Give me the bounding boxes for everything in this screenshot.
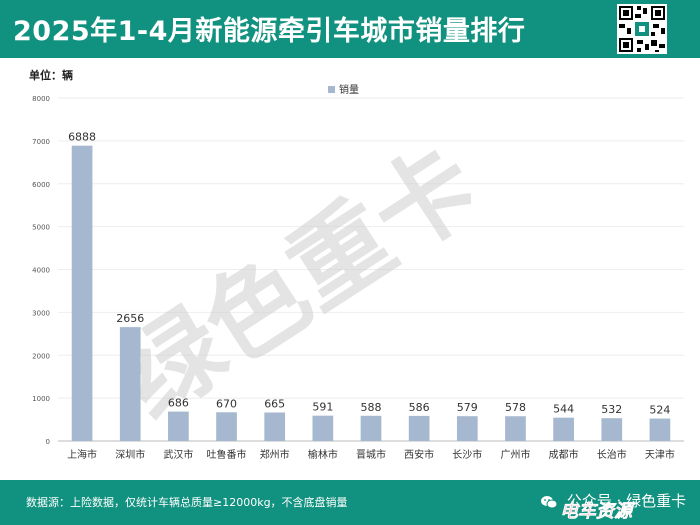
- bar: [216, 412, 237, 441]
- y-tick-label: 8000: [32, 95, 50, 103]
- bar-value-label: 524: [649, 404, 670, 417]
- page-title: 2025年1-4月新能源牵引车城市销量排行: [13, 16, 526, 47]
- bar: [264, 412, 286, 441]
- corner-logo: 电车资源: [560, 501, 633, 523]
- x-tick-label: 武汉市: [163, 448, 193, 461]
- footer-source-note: 数据源：上险数据，仅统计车辆总质量≥12000kg，不含底盘销量: [26, 496, 348, 509]
- x-tick-label: 成都市: [549, 448, 579, 461]
- x-tick-label: 晋城市: [356, 448, 386, 461]
- bar-value-label: 6888: [68, 131, 96, 144]
- bar: [649, 418, 671, 441]
- unit-label: 单位：辆: [29, 69, 73, 82]
- y-tick-label: 2000: [32, 352, 50, 360]
- bar: [312, 415, 334, 441]
- bar-value-label: 670: [216, 397, 237, 410]
- value-labels: 6888 2656 686 670 665 591 588 586 579 578 544 532 52…: [68, 131, 670, 417]
- watermark: 绿色重卡: [99, 124, 498, 440]
- bar: [408, 415, 430, 441]
- bar: [119, 327, 141, 441]
- y-tick-label: 0: [46, 438, 50, 446]
- x-tick-label: 榆林市: [308, 448, 338, 461]
- bar-value-label: 578: [505, 401, 526, 414]
- footer-bar: 数据源：上险数据，仅统计车辆总质量≥12000kg，不含底盘销量 公众号 · 绿…: [0, 480, 700, 525]
- y-tick-label: 3000: [32, 309, 50, 317]
- footer-brand: 公众号 · 绿色重卡: [540, 490, 690, 511]
- bar-value-label: 665: [264, 397, 285, 410]
- chart-grid: [58, 97, 684, 442]
- bar-value-label: 586: [409, 401, 430, 414]
- bar-value-label: 588: [361, 401, 382, 414]
- chart-legend: 销量: [328, 83, 359, 96]
- x-tick-label: 上海市: [67, 448, 97, 461]
- x-tick-label: 长治市: [597, 448, 627, 461]
- x-tick-label: 长沙市: [452, 448, 482, 461]
- bar-value-label: 2656: [116, 312, 144, 325]
- bar-value-label: 579: [457, 401, 478, 414]
- y-tick-label: 5000: [32, 224, 50, 232]
- bar: [360, 415, 382, 441]
- y-tick-label: 6000: [32, 181, 50, 189]
- bar-value-label: 544: [553, 403, 574, 416]
- bar-value-label: 591: [312, 401, 333, 414]
- bars: [71, 145, 671, 441]
- bar: [168, 411, 189, 441]
- legend-label: 销量: [339, 83, 359, 96]
- bar-value-label: 532: [601, 403, 622, 416]
- bar: [601, 418, 623, 441]
- y-tick-label: 7000: [32, 138, 50, 146]
- legend-swatch: [328, 86, 335, 93]
- wechat-icon: [541, 495, 558, 508]
- bar-chart: 销量 绿色重卡 0 1000 2000 3000 4000 5000 6000 7000 800…: [32, 83, 684, 461]
- x-tick-label: 深圳市: [115, 448, 145, 461]
- x-tick-label: 郑州市: [260, 448, 290, 461]
- bar-value-label: 686: [168, 397, 189, 410]
- y-axis: 0 1000 2000 3000 4000 5000 6000 7000 8000: [32, 95, 50, 446]
- y-tick-label: 1000: [32, 395, 50, 403]
- watermark-text: 绿色重卡: [99, 124, 498, 440]
- bar: [456, 416, 478, 441]
- x-tick-label: 吐鲁番市: [207, 448, 247, 461]
- x-axis-labels: 上海市 深圳市 武汉市 吐鲁番市 郑州市 榆林市 晋城市 西安市 长沙市 广州市 成都市 长治市 天津市: [67, 448, 675, 461]
- bar: [553, 417, 574, 441]
- qr-code-icon: [617, 4, 667, 54]
- bar: [71, 145, 93, 441]
- x-tick-label: 西安市: [404, 448, 434, 461]
- footer-brand-text: 公众号 · 绿色重卡: [566, 492, 687, 510]
- header-bar: 2025年1-4月新能源牵引车城市销量排行: [0, 0, 700, 58]
- y-tick-label: 4000: [32, 267, 50, 275]
- bar: [505, 416, 526, 441]
- x-tick-label: 天津市: [645, 448, 675, 461]
- x-tick-label: 广州市: [500, 448, 530, 461]
